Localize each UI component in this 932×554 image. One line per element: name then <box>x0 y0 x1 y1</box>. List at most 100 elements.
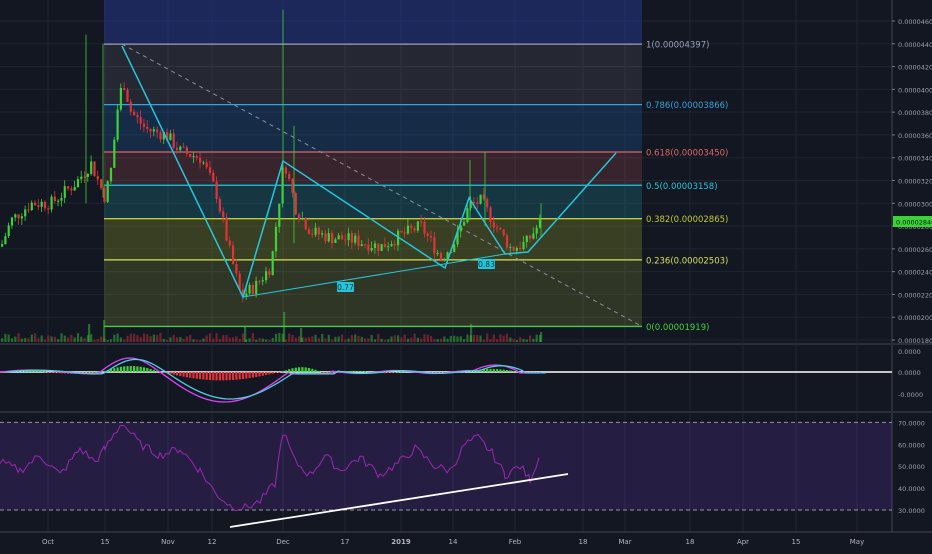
volume-bar <box>439 338 443 342</box>
macd-histogram-bar <box>202 372 205 380</box>
volume-bar <box>156 334 159 342</box>
candle-body <box>476 202 479 204</box>
macd-histogram-bar <box>515 371 518 373</box>
volume-bar <box>123 339 126 342</box>
volume-bar <box>80 336 83 342</box>
macd-histogram-bar <box>387 372 390 373</box>
macd-histogram-bar <box>215 372 218 381</box>
macd-histogram-bar <box>241 372 245 380</box>
pattern-drawing: 0.77 0.83 <box>121 45 617 300</box>
volume-bar <box>466 334 469 342</box>
macd-histogram-bar <box>152 369 155 372</box>
volume-bar <box>354 334 357 342</box>
candle-body <box>304 218 307 230</box>
volume-bar <box>324 338 327 342</box>
rsi-pane: 70.0000 60.0000 50.0000 40.0000 30.0000 <box>0 419 925 528</box>
volume-bar <box>241 333 245 342</box>
volume-bar <box>430 335 433 342</box>
volume-bar <box>331 339 334 342</box>
pattern-base-line <box>242 253 506 298</box>
volume-bar <box>479 335 482 342</box>
macd-histogram-bar <box>255 372 258 378</box>
horizontal-grid <box>0 20 892 341</box>
macd-histogram-bar <box>512 370 515 372</box>
candle-body <box>317 227 320 235</box>
volume-bar <box>519 337 522 342</box>
rsi-line <box>0 424 540 512</box>
fib-trend-line <box>121 43 643 327</box>
pattern-ratio-label-box <box>337 282 354 292</box>
volume-bar <box>403 334 406 342</box>
volume-bar <box>248 338 251 342</box>
time-tick-label: May <box>850 538 864 546</box>
volume-bar <box>113 334 116 342</box>
volume-bar <box>472 334 476 342</box>
volume-bar <box>106 339 109 342</box>
macd-histogram-bar <box>390 372 393 373</box>
volume-bar <box>522 338 525 342</box>
volume-bar <box>225 335 228 342</box>
macd-histogram-bar <box>136 366 139 372</box>
macd-histogram-bar <box>228 372 231 381</box>
macd-histogram-bar <box>281 371 284 373</box>
candle-body <box>265 271 268 281</box>
volume-bar <box>208 333 212 342</box>
volume-bar <box>162 338 165 342</box>
volume-bar <box>60 333 63 342</box>
volume-bar <box>340 334 344 342</box>
macd-histogram-bar <box>34 370 37 372</box>
volume-bar <box>416 337 419 342</box>
volume-bar <box>149 336 152 342</box>
candle-body <box>307 229 311 234</box>
candle-body <box>535 227 538 234</box>
macd-histogram-bar <box>47 372 50 373</box>
macd-histogram-bar <box>103 370 106 372</box>
volume-bar <box>489 339 492 342</box>
candle-body <box>222 211 225 218</box>
candle-body <box>522 241 525 250</box>
macd-histogram-bar <box>40 371 43 373</box>
volume-bar <box>139 337 142 342</box>
macd-histogram-bar <box>393 372 396 373</box>
candle-body <box>113 139 116 168</box>
candle-body <box>423 221 426 234</box>
macd-pane: 0.0000 0.0000 -0.0000 <box>0 348 923 403</box>
candle-body <box>139 117 142 124</box>
candle-body <box>489 207 492 223</box>
fib-band <box>104 44 642 105</box>
time-tick-label: Mar <box>618 538 631 546</box>
volume-bar <box>311 336 314 342</box>
volume-bar <box>93 339 96 342</box>
macd-histogram-bar <box>274 372 278 373</box>
pattern-leg <box>242 160 284 298</box>
macd-histogram-bar <box>278 372 281 373</box>
candle-body <box>360 244 363 246</box>
macd-tick-label: 0.0000 <box>898 369 921 377</box>
volume-bar <box>116 333 119 342</box>
candle-body <box>27 209 30 211</box>
macd-histogram-bar <box>327 372 330 374</box>
candle-body <box>486 199 489 208</box>
candle-body <box>453 244 456 252</box>
macd-histogram-bar <box>251 372 254 378</box>
rsi-tick-label: 60.0000 <box>898 441 925 449</box>
volume-bar <box>50 336 53 342</box>
volume-bar <box>179 337 182 342</box>
candles <box>1 9 542 303</box>
time-axis: Oct 15 Nov 12 Dec 17 2019 14 Feb 18 Mar 18 Apr 15 May <box>0 531 932 546</box>
volume-bar <box>57 339 60 342</box>
volume-bar <box>185 336 188 342</box>
macd-histogram-bar <box>258 372 261 377</box>
fib-level-label: 0.236(0.00002503) <box>646 256 728 266</box>
volume-bar <box>383 339 386 342</box>
volume-bar <box>281 333 284 342</box>
macd-histogram-bar <box>37 370 40 372</box>
volume-bar <box>357 335 360 342</box>
macd-histogram-bar <box>109 369 113 372</box>
volume-bar <box>486 333 489 342</box>
